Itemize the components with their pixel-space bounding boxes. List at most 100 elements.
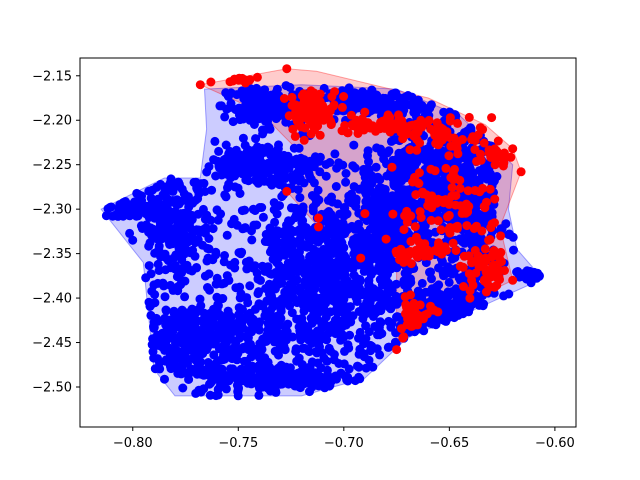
data-point — [340, 121, 350, 130]
data-point — [290, 100, 300, 110]
data-point — [146, 269, 156, 279]
y-tick-label: −2.40 — [32, 292, 72, 307]
data-point — [252, 268, 262, 278]
data-point — [443, 212, 453, 222]
data-point — [260, 266, 270, 276]
data-point — [292, 356, 302, 366]
data-point — [265, 124, 275, 134]
data-point — [153, 336, 163, 345]
data-point — [380, 187, 390, 197]
data-point — [165, 361, 175, 371]
y-tick-label: −2.15 — [32, 69, 72, 84]
data-point — [212, 205, 222, 215]
data-point — [279, 298, 289, 308]
data-point — [319, 303, 329, 313]
data-point — [417, 122, 427, 132]
data-point — [315, 130, 325, 140]
data-point — [276, 306, 286, 316]
data-point — [431, 282, 441, 292]
data-point — [273, 253, 283, 263]
data-point — [192, 325, 202, 335]
data-point — [332, 263, 342, 273]
data-point — [319, 353, 329, 363]
data-point — [180, 292, 190, 302]
data-point — [413, 178, 423, 188]
data-point — [329, 350, 339, 359]
data-point — [295, 193, 305, 203]
data-point — [228, 117, 238, 127]
data-point — [277, 101, 287, 111]
data-point — [464, 162, 474, 172]
data-point — [431, 320, 441, 330]
data-point — [161, 253, 171, 263]
data-point — [160, 292, 170, 302]
data-point — [390, 199, 400, 209]
data-point — [341, 257, 351, 267]
data-point — [358, 97, 368, 107]
data-point — [252, 72, 262, 82]
data-point — [506, 152, 516, 162]
data-point — [319, 115, 328, 125]
data-point — [331, 182, 341, 191]
data-point — [460, 145, 470, 155]
data-point — [485, 184, 495, 194]
data-point — [392, 345, 402, 355]
data-point — [231, 149, 240, 159]
data-point — [168, 327, 178, 336]
data-point — [254, 373, 264, 383]
data-point — [205, 308, 215, 318]
data-point — [199, 384, 209, 394]
data-point — [417, 278, 427, 288]
data-point — [375, 317, 385, 327]
data-point — [388, 209, 398, 219]
y-tick-label: −2.25 — [32, 158, 72, 173]
data-point — [326, 119, 336, 129]
data-point — [206, 330, 216, 340]
data-point — [262, 364, 272, 374]
data-point — [314, 222, 323, 232]
data-point — [220, 336, 230, 346]
data-point — [414, 248, 424, 258]
data-point — [475, 166, 484, 176]
data-point — [237, 206, 247, 216]
data-point — [328, 197, 337, 207]
data-point — [217, 329, 227, 338]
data-point — [301, 368, 311, 378]
data-point — [238, 133, 248, 143]
data-point — [464, 269, 474, 279]
data-point — [364, 157, 373, 167]
data-point — [331, 371, 340, 381]
data-point — [147, 286, 157, 296]
data-point — [245, 308, 255, 318]
data-point — [323, 225, 332, 235]
data-point — [274, 350, 283, 360]
data-point — [355, 225, 365, 235]
data-point — [283, 319, 293, 329]
data-point — [324, 343, 334, 353]
data-point — [387, 319, 397, 329]
data-point — [530, 270, 540, 279]
data-point — [274, 260, 284, 270]
data-point — [372, 227, 381, 237]
data-point — [309, 159, 319, 169]
data-point — [386, 192, 396, 202]
data-point — [422, 155, 432, 165]
data-point — [342, 225, 352, 235]
data-point — [181, 347, 191, 356]
data-point — [497, 224, 507, 234]
data-points — [101, 64, 544, 401]
data-point — [310, 263, 319, 273]
data-point — [328, 296, 338, 306]
data-point — [344, 83, 354, 93]
x-tick-label: −0.75 — [218, 436, 258, 451]
data-point — [265, 101, 275, 110]
data-point — [383, 269, 392, 279]
data-point — [203, 243, 212, 253]
data-point — [163, 194, 173, 204]
data-point — [277, 342, 287, 352]
data-point — [307, 109, 317, 119]
data-point — [249, 114, 259, 124]
data-point — [444, 151, 454, 161]
data-point — [323, 250, 333, 260]
data-point — [361, 197, 371, 207]
